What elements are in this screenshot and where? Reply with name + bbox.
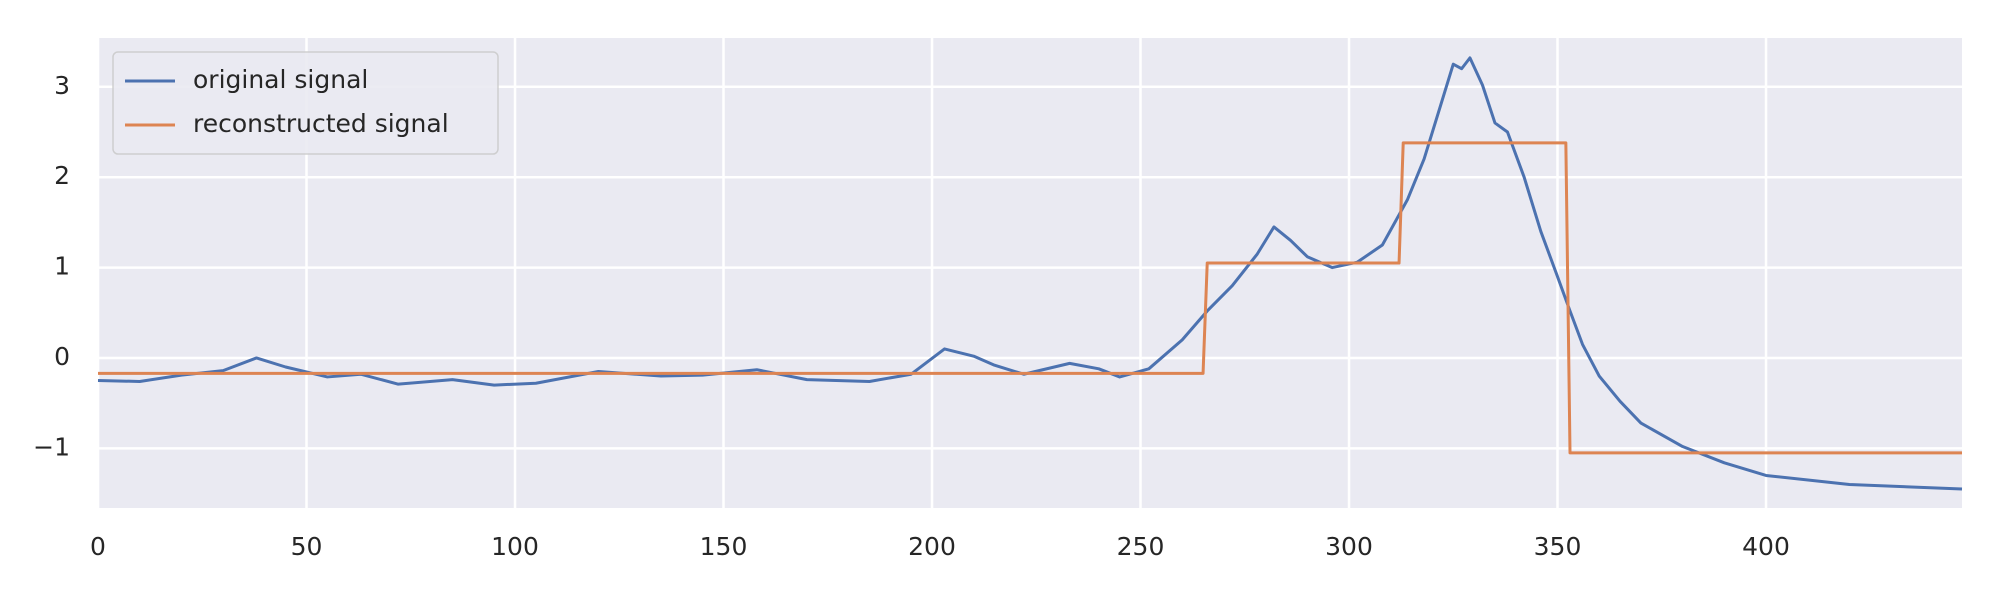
x-tick-label: 350 [1534, 532, 1582, 561]
legend-box [112, 51, 499, 155]
x-tick-label: 250 [1117, 532, 1165, 561]
y-tick-label: 2 [54, 161, 70, 190]
x-tick-label: 50 [291, 532, 323, 561]
legend-label: original signal [193, 65, 368, 94]
x-tick-label: 150 [700, 532, 748, 561]
series-line [98, 141, 1962, 455]
y-tick-label: 0 [54, 342, 70, 371]
y-tick-label: 1 [54, 252, 70, 281]
x-tick-label: 400 [1742, 532, 1790, 561]
x-tick-label: 100 [491, 532, 539, 561]
y-tick-label: −1 [33, 432, 70, 461]
x-tick-label: 300 [1325, 532, 1373, 561]
y-tick-label: 3 [54, 71, 70, 100]
series-line [97, 56, 1963, 491]
legend-label: reconstructed signal [193, 109, 449, 138]
x-tick-label: 200 [908, 532, 956, 561]
x-tick-label: 0 [90, 532, 106, 561]
